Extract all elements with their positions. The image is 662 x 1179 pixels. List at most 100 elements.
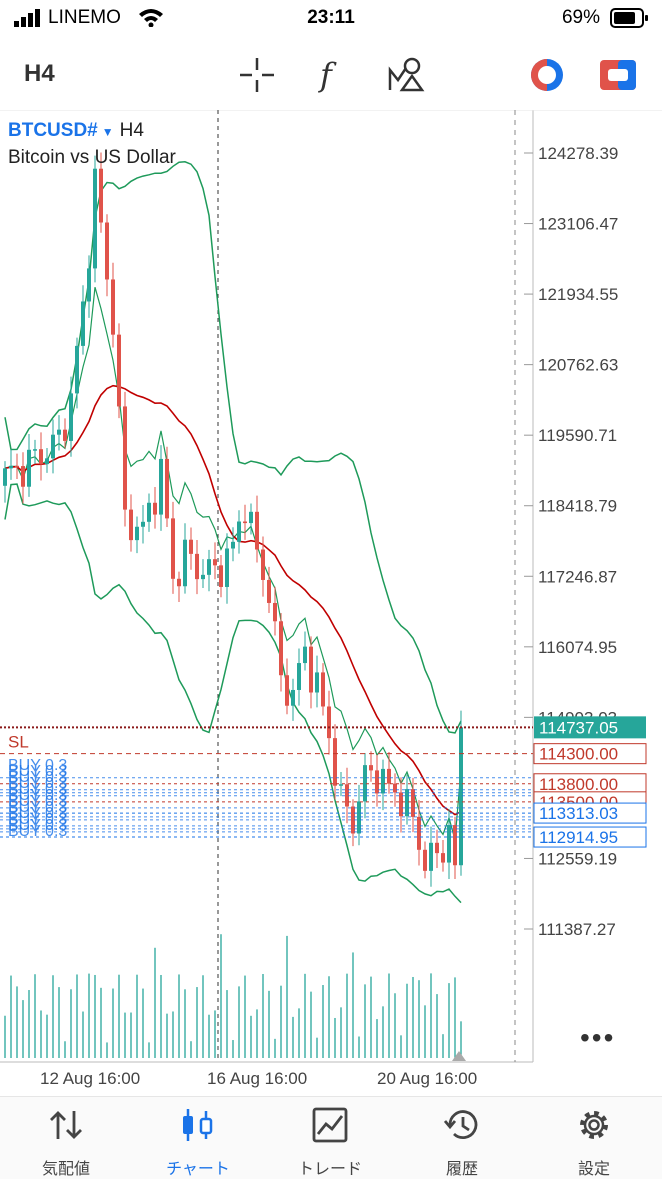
candle-body: [21, 466, 25, 487]
candle-body: [321, 672, 325, 707]
level-label-box: [533, 826, 647, 848]
candle-body: [309, 646, 313, 693]
candle-body: [327, 706, 331, 739]
date-label: 12 Aug 16:00: [40, 1069, 140, 1088]
price-label: 123106.47: [538, 215, 618, 234]
candle-body: [207, 559, 211, 575]
tab-label: 気配値: [41, 1161, 90, 1178]
candle-body: [45, 458, 49, 465]
tab-quotes[interactable]: 気配値: [0, 1097, 132, 1179]
candle-body: [279, 621, 283, 676]
price-label: 118418.79: [538, 497, 617, 516]
svg-text:f: f: [318, 56, 337, 94]
symbol-name[interactable]: BTCUSD#: [8, 120, 98, 141]
candle-body: [237, 521, 241, 542]
candle-body: [87, 268, 91, 302]
buy-order-label: BUY 0.3: [8, 787, 67, 804]
candle-body: [273, 602, 277, 622]
trade-tab-icon: [312, 1107, 348, 1143]
function-icon[interactable]: f: [316, 56, 346, 96]
moving-average-line: [4, 384, 462, 816]
tab-history[interactable]: 履歴: [396, 1097, 528, 1179]
candle-body: [351, 806, 355, 834]
current-price-box: [534, 716, 646, 739]
candle-body: [27, 449, 31, 487]
candle-body: [213, 559, 217, 566]
signal-icon: [14, 9, 40, 27]
candle-body: [417, 816, 421, 850]
candle-body: [171, 518, 175, 579]
candle-body: [387, 768, 391, 784]
candle-body: [375, 770, 379, 794]
chart-toolbar: H4 f: [0, 44, 662, 106]
tab-settings[interactable]: 設定: [528, 1097, 660, 1179]
candle-body: [57, 429, 61, 435]
level-label-box: [533, 802, 647, 824]
battery-icon: [610, 8, 648, 28]
date-label: 20 Aug 16:00: [377, 1069, 477, 1088]
buy-order-label: BUY 0.3: [8, 781, 67, 798]
status-bar: LINEMO 23:11 69%: [0, 0, 662, 36]
candle-body: [225, 548, 229, 587]
chart-canvas[interactable]: 124278.39 123106.47 121934.55 120762.63 1195…: [0, 110, 662, 1095]
buy-order-label: BUY 0.3: [8, 817, 67, 834]
bollinger-lower-band: [4, 483, 462, 904]
candle-body: [303, 646, 307, 664]
candle-body: [435, 842, 439, 854]
candle-body: [441, 853, 445, 863]
candle-body: [255, 511, 259, 550]
buy-order-label: BUY 0.3: [8, 763, 67, 780]
candle-body: [315, 672, 319, 693]
candle-body: [177, 578, 181, 587]
timeframe-button[interactable]: H4: [24, 60, 55, 87]
crosshair-icon[interactable]: [238, 56, 276, 94]
candle-body: [69, 393, 73, 441]
tab-label: 設定: [577, 1161, 610, 1178]
candle-body: [243, 521, 247, 524]
candle-body: [405, 789, 409, 817]
tab-label: チャート: [166, 1161, 230, 1178]
tab-chart[interactable]: チャート: [132, 1097, 264, 1179]
clock: 23:11: [307, 7, 355, 28]
buy-order-label: BUY 0.3: [8, 799, 67, 816]
candle-body: [39, 449, 43, 465]
candle-body: [81, 301, 85, 346]
candle-body: [423, 849, 427, 871]
dropdown-triangle-icon[interactable]: ▼: [101, 125, 114, 139]
bollinger-middle-band: [4, 287, 462, 841]
level-label: 112914.95: [539, 828, 618, 847]
candle-body: [135, 526, 139, 541]
candle-body: [75, 345, 79, 394]
trade-icon[interactable]: [598, 58, 638, 92]
candle-body: [291, 689, 295, 706]
candle-body: [333, 738, 337, 786]
level-label: 113313.03: [539, 804, 618, 823]
price-chart[interactable]: 124278.39 123106.47 121934.55 120762.63 1195…: [0, 110, 662, 1095]
candle-body: [297, 663, 301, 690]
candle-body: [459, 727, 463, 866]
candle-body: [63, 429, 67, 441]
symbol-selector[interactable]: BTCUSD# ▼ H4: [8, 120, 144, 142]
wifi-icon: [139, 9, 163, 27]
more-options-icon[interactable]: •••: [580, 1022, 616, 1053]
quotes-icon: [50, 1111, 82, 1139]
candle-body: [147, 502, 151, 522]
buy-order-label: BUY 0.3: [8, 793, 67, 810]
candle-body: [105, 222, 109, 280]
buy-order-label: BUY 0.3: [8, 805, 67, 822]
tab-trade[interactable]: トレード: [264, 1097, 396, 1179]
candle-body: [33, 449, 37, 451]
account-icon[interactable]: [528, 56, 566, 94]
candle-body: [285, 675, 289, 706]
candle-body: [453, 825, 457, 866]
last-bar-marker: [452, 1051, 466, 1061]
objects-icon[interactable]: [386, 54, 426, 96]
buy-order-label: BUY 0.3: [8, 775, 67, 792]
price-label: 124278.39: [538, 144, 618, 163]
candle-body: [201, 574, 205, 580]
history-icon: [443, 1110, 478, 1139]
price-label: 121934.55: [538, 285, 618, 304]
candle-body: [219, 565, 223, 587]
price-label: 111387.27: [538, 920, 616, 939]
candle-body: [159, 458, 163, 515]
